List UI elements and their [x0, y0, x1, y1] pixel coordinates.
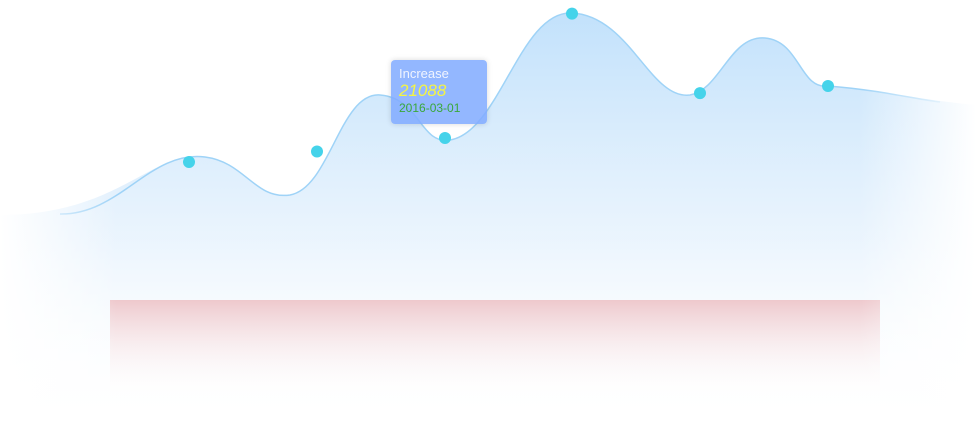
data-point[interactable] — [822, 80, 834, 93]
data-point[interactable] — [439, 132, 451, 144]
tooltip-date: 2016-03-01 — [399, 101, 461, 115]
data-point[interactable] — [311, 145, 323, 158]
tooltip-value: 21088 — [399, 81, 447, 100]
data-points — [183, 7, 834, 169]
data-point[interactable] — [694, 87, 706, 100]
data-point[interactable] — [566, 7, 578, 20]
data-point[interactable] — [183, 156, 195, 169]
tooltip: Increase 21088 2016-03-01 — [391, 60, 487, 124]
tooltip-series: Increase — [399, 66, 449, 81]
